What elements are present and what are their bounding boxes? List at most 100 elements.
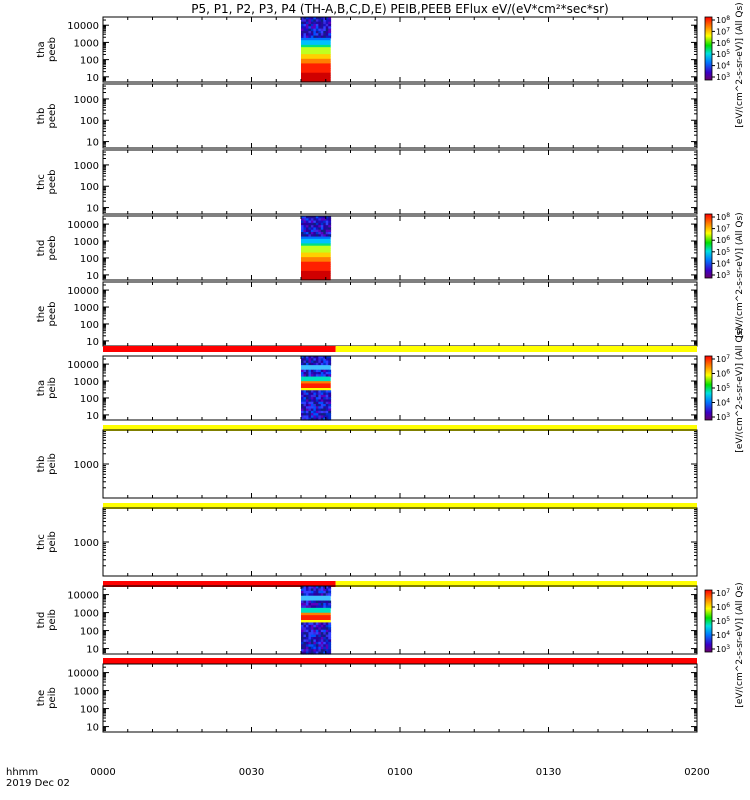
spectrogram-cell — [318, 603, 322, 607]
spectrogram-cell — [320, 406, 324, 410]
spectrogram-cell — [325, 33, 329, 37]
spectrogram-cell — [313, 586, 317, 590]
spectrogram-cell — [320, 590, 324, 594]
spectrogram-band — [301, 63, 331, 67]
spectrogram-cell — [303, 413, 307, 417]
spectrogram-cell — [310, 401, 314, 405]
spectrogram-cell — [308, 600, 312, 604]
spectrogram-cell — [301, 23, 304, 27]
spectrogram-cell — [310, 362, 314, 366]
spectrogram-cell — [318, 588, 322, 592]
spectrogram-cell — [323, 21, 327, 25]
spectrogram-cell — [308, 639, 312, 643]
spectrogram-cell — [325, 641, 329, 645]
spectrogram-cell — [303, 28, 307, 32]
spectrogram-cell — [305, 629, 309, 633]
spectrogram-cell — [323, 28, 327, 32]
colorbar-side-labels: [eV/(cm^2-s-sr-eV)] (All Qs)[eV/(cm^2-s-… — [735, 2, 745, 707]
spectrogram-cell — [313, 649, 317, 653]
spectrogram-band — [301, 65, 331, 69]
spectrogram-cell — [305, 651, 309, 655]
spectrogram-cell — [315, 637, 319, 641]
spectrogram-cell — [325, 227, 329, 231]
spectrogram-cell — [325, 600, 329, 604]
spectrogram-cell — [310, 394, 314, 398]
spectrogram-cell — [313, 26, 317, 30]
spectrogram-cell — [328, 627, 332, 631]
spectrogram-cell — [315, 229, 319, 233]
colorbar-tick-label: 105 — [716, 616, 730, 626]
spectrogram-cell — [310, 413, 314, 417]
panel-ylabel: thb — [36, 108, 47, 125]
y-tick-label: 100 — [80, 254, 99, 265]
spectrogram-cell — [308, 624, 312, 628]
spectrogram-cell — [320, 600, 324, 604]
spectrogram-cell — [318, 35, 322, 39]
spectrogram-cell — [320, 413, 324, 417]
time-tick-label: 0030 — [239, 767, 264, 778]
panel-ylabel: thc — [36, 174, 47, 190]
spectrogram-cell — [301, 622, 304, 626]
spectrogram-cell — [328, 605, 332, 609]
spectrogram-band — [301, 257, 331, 261]
spectrogram-cell — [305, 369, 309, 373]
spectrogram-cell — [315, 227, 319, 231]
spectrogram-cell — [323, 629, 327, 633]
spectrogram-cell — [301, 632, 304, 636]
spectrogram-cell — [308, 374, 312, 378]
spectrogram-cell — [325, 362, 329, 366]
spectrogram-cell — [313, 415, 317, 419]
spectrogram-cell — [323, 401, 327, 405]
spectrogram-band — [301, 620, 331, 624]
spectrogram-cell — [313, 397, 317, 401]
spectrogram-cell — [303, 227, 307, 231]
spectrogram-cell — [308, 586, 312, 590]
spectrogram-band — [301, 58, 331, 62]
spectrogram-cell — [328, 401, 332, 405]
spectrogram-cell — [301, 639, 304, 643]
spectrogram-cell — [328, 23, 332, 27]
spectrogram-cell — [320, 641, 324, 645]
spectrogram-cell — [325, 629, 329, 633]
spectrogram-cell — [303, 390, 307, 394]
spectrogram-cell — [320, 622, 324, 626]
spectrogram-cell — [308, 229, 312, 233]
spectrogram-cell — [301, 358, 304, 362]
spectrogram-cell — [325, 646, 329, 650]
spectrogram-cell — [305, 649, 309, 653]
spectrogram-cell — [313, 358, 317, 362]
spectrogram-cell — [320, 222, 324, 226]
spectrogram-cell — [325, 634, 329, 638]
spectrogram-cell — [305, 220, 309, 224]
spectrogram-cell — [305, 417, 309, 421]
spectrogram-cell — [301, 415, 304, 419]
spectrogram-cell — [323, 651, 327, 655]
spectrogram-cell — [305, 390, 309, 394]
spectrogram-cell — [310, 234, 314, 238]
spectrogram-cell — [320, 401, 324, 405]
spectrogram-band — [301, 243, 331, 247]
spectrogram-cell — [310, 399, 314, 403]
spectrogram-cell — [320, 397, 324, 401]
spectrogram-cell — [303, 632, 307, 636]
panel-ylabel: the — [36, 690, 47, 706]
spectrogram-band — [301, 381, 331, 385]
spectrogram-cell — [328, 372, 332, 375]
spectrogram-cell — [320, 637, 324, 641]
spectrogram-cell — [328, 19, 332, 23]
spectrogram-cell — [303, 358, 307, 362]
spectrogram-cell — [328, 218, 332, 222]
spectrogram-cell — [308, 218, 312, 222]
spectrogram-cell — [323, 220, 327, 224]
spectrogram-band — [301, 56, 331, 60]
spectrogram-cell — [310, 35, 314, 39]
colorbar-side-label: [eV/(cm^2-s-sr-eV)] (All Qs) — [735, 582, 745, 707]
spectrogram-cell — [303, 404, 307, 407]
flag-bar-segment — [103, 581, 336, 587]
spectrogram-cell — [320, 404, 324, 407]
spectrogram-cell — [305, 23, 309, 27]
colorbar-gradient — [704, 355, 713, 421]
spectrogram-cell — [320, 603, 324, 607]
spectrogram-cell — [320, 605, 324, 609]
spectrogram-cell — [301, 627, 304, 631]
